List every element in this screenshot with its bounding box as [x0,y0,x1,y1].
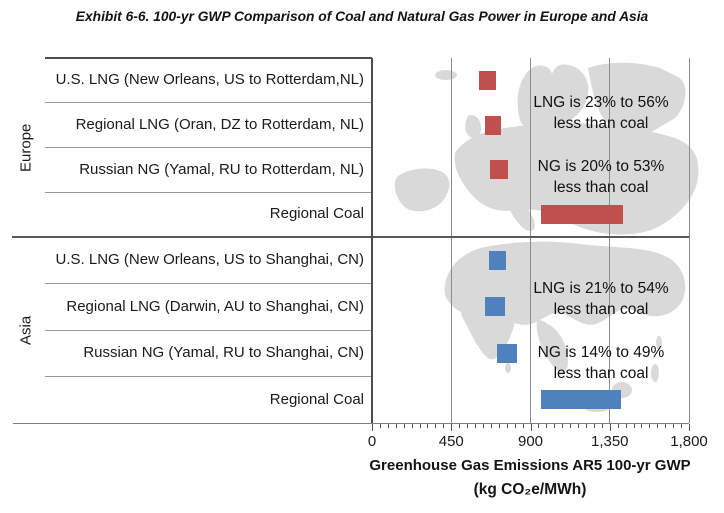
minor-tick [419,424,421,428]
minor-tick [506,424,508,428]
minor-tick [514,424,516,428]
x-tick-label-450: 450 [438,433,464,450]
major-tick [451,424,453,431]
row-separator [45,283,372,284]
x-tick-label-1350: 1,350 [590,433,629,450]
section-label-asia: Asia [17,315,35,345]
range-bar [541,390,622,410]
minor-tick [633,424,635,428]
minor-tick [681,424,683,428]
minor-tick [617,424,619,428]
major-tick [372,424,373,431]
range-bar [541,205,623,225]
minor-tick [554,424,556,428]
minor-tick [593,424,595,428]
minor-tick [443,424,445,428]
annotation-line2: less than coal [553,365,649,382]
minor-tick [578,424,580,428]
range-bar [489,160,509,180]
row-label: Regional Coal [269,390,364,408]
x-axis-title-line1: Greenhouse Gas Emissions AR5 100-yr GWP [369,457,691,474]
annotation-line1: LNG is 23% to 56% [533,94,669,111]
minor-tick [649,424,651,428]
minor-tick [475,424,477,428]
minor-tick [625,424,627,428]
gridline-1350 [609,58,611,423]
minor-tick [498,424,500,428]
annotation-line2: less than coal [553,301,649,318]
major-tick [609,424,611,431]
range-bar [489,250,506,270]
europe-map-shape [394,62,699,235]
minor-tick [601,424,603,428]
annotation: NG is 14% to 49% less than coal [538,342,665,384]
minor-tick [490,424,492,428]
row-separator [45,191,372,193]
row-label: Regional LNG (Oran, DZ to Rotterdam, NL) [75,115,364,133]
minor-tick [387,424,389,428]
x-tick-label-1800: 1,800 [670,433,708,450]
row-label: U.S. LNG (New Orleans, US to Rotterdam,N… [55,71,364,88]
row-label: Regional Coal [269,205,364,223]
section-label-europe: Europe [17,123,35,172]
asia-map-shape [444,241,686,412]
label-table-top-border [45,57,372,59]
range-bar [478,70,497,90]
minor-tick [538,424,540,428]
row-label: Regional LNG (Darwin, AU to Shanghai, CN… [66,297,364,315]
minor-tick [657,424,659,428]
row-separator [45,376,372,377]
minor-tick [427,424,429,428]
minor-tick [665,424,667,428]
row-label: U.S. LNG (New Orleans, US to Shanghai, C… [55,251,364,268]
annotation: NG is 20% to 53% less than coal [538,156,665,198]
gridline-1800 [688,58,690,423]
row-separator [45,147,372,148]
row-separator [45,329,372,331]
minor-tick [467,424,469,428]
minor-tick [482,424,484,428]
plot-left-border [371,58,373,423]
row-separator [45,102,372,104]
major-tick [530,424,532,431]
row-label: Russian NG (Yamal, RU to Rotterdam, NL) [79,160,364,178]
chart-title: Exhibit 6-6. 100-yr GWP Comparison of Co… [75,9,649,24]
gridline-900 [530,58,531,423]
annotation-line1: LNG is 21% to 54% [533,280,669,297]
gridline-450 [450,58,452,423]
x-tick-label-0: 0 [367,433,377,450]
annotation: LNG is 21% to 54% less than coal [533,278,668,320]
row-label: Russian NG (Yamal, RU to Shanghai, CN) [83,344,364,361]
europe-asia-divider [12,236,689,238]
annotation-line1: NG is 14% to 49% [537,344,665,361]
range-bar [484,115,502,135]
minor-tick [673,424,675,428]
annotation-line1: NG is 20% to 53% [537,158,665,175]
annotation-line2: less than coal [553,179,649,196]
minor-tick [403,424,405,428]
minor-tick [641,424,643,428]
major-tick [689,424,690,431]
minor-tick [585,424,587,428]
x-axis-line [13,423,689,424]
minor-tick [562,424,564,428]
annotation-line2: less than coal [553,115,649,132]
minor-tick [379,424,381,428]
minor-tick [546,424,548,428]
minor-tick [395,424,397,428]
minor-tick [570,424,572,428]
europe-map-silhouette [394,62,699,235]
x-tick-label-900: 900 [517,433,544,450]
x-axis-title-line2: (kg CO₂e/MWh) [473,481,587,498]
minor-tick [522,424,524,428]
range-bar [497,343,518,363]
range-bar [484,297,505,317]
annotation: LNG is 23% to 56% less than coal [533,92,668,134]
minor-tick [435,424,437,428]
minor-tick [411,424,413,428]
minor-tick [459,424,461,428]
